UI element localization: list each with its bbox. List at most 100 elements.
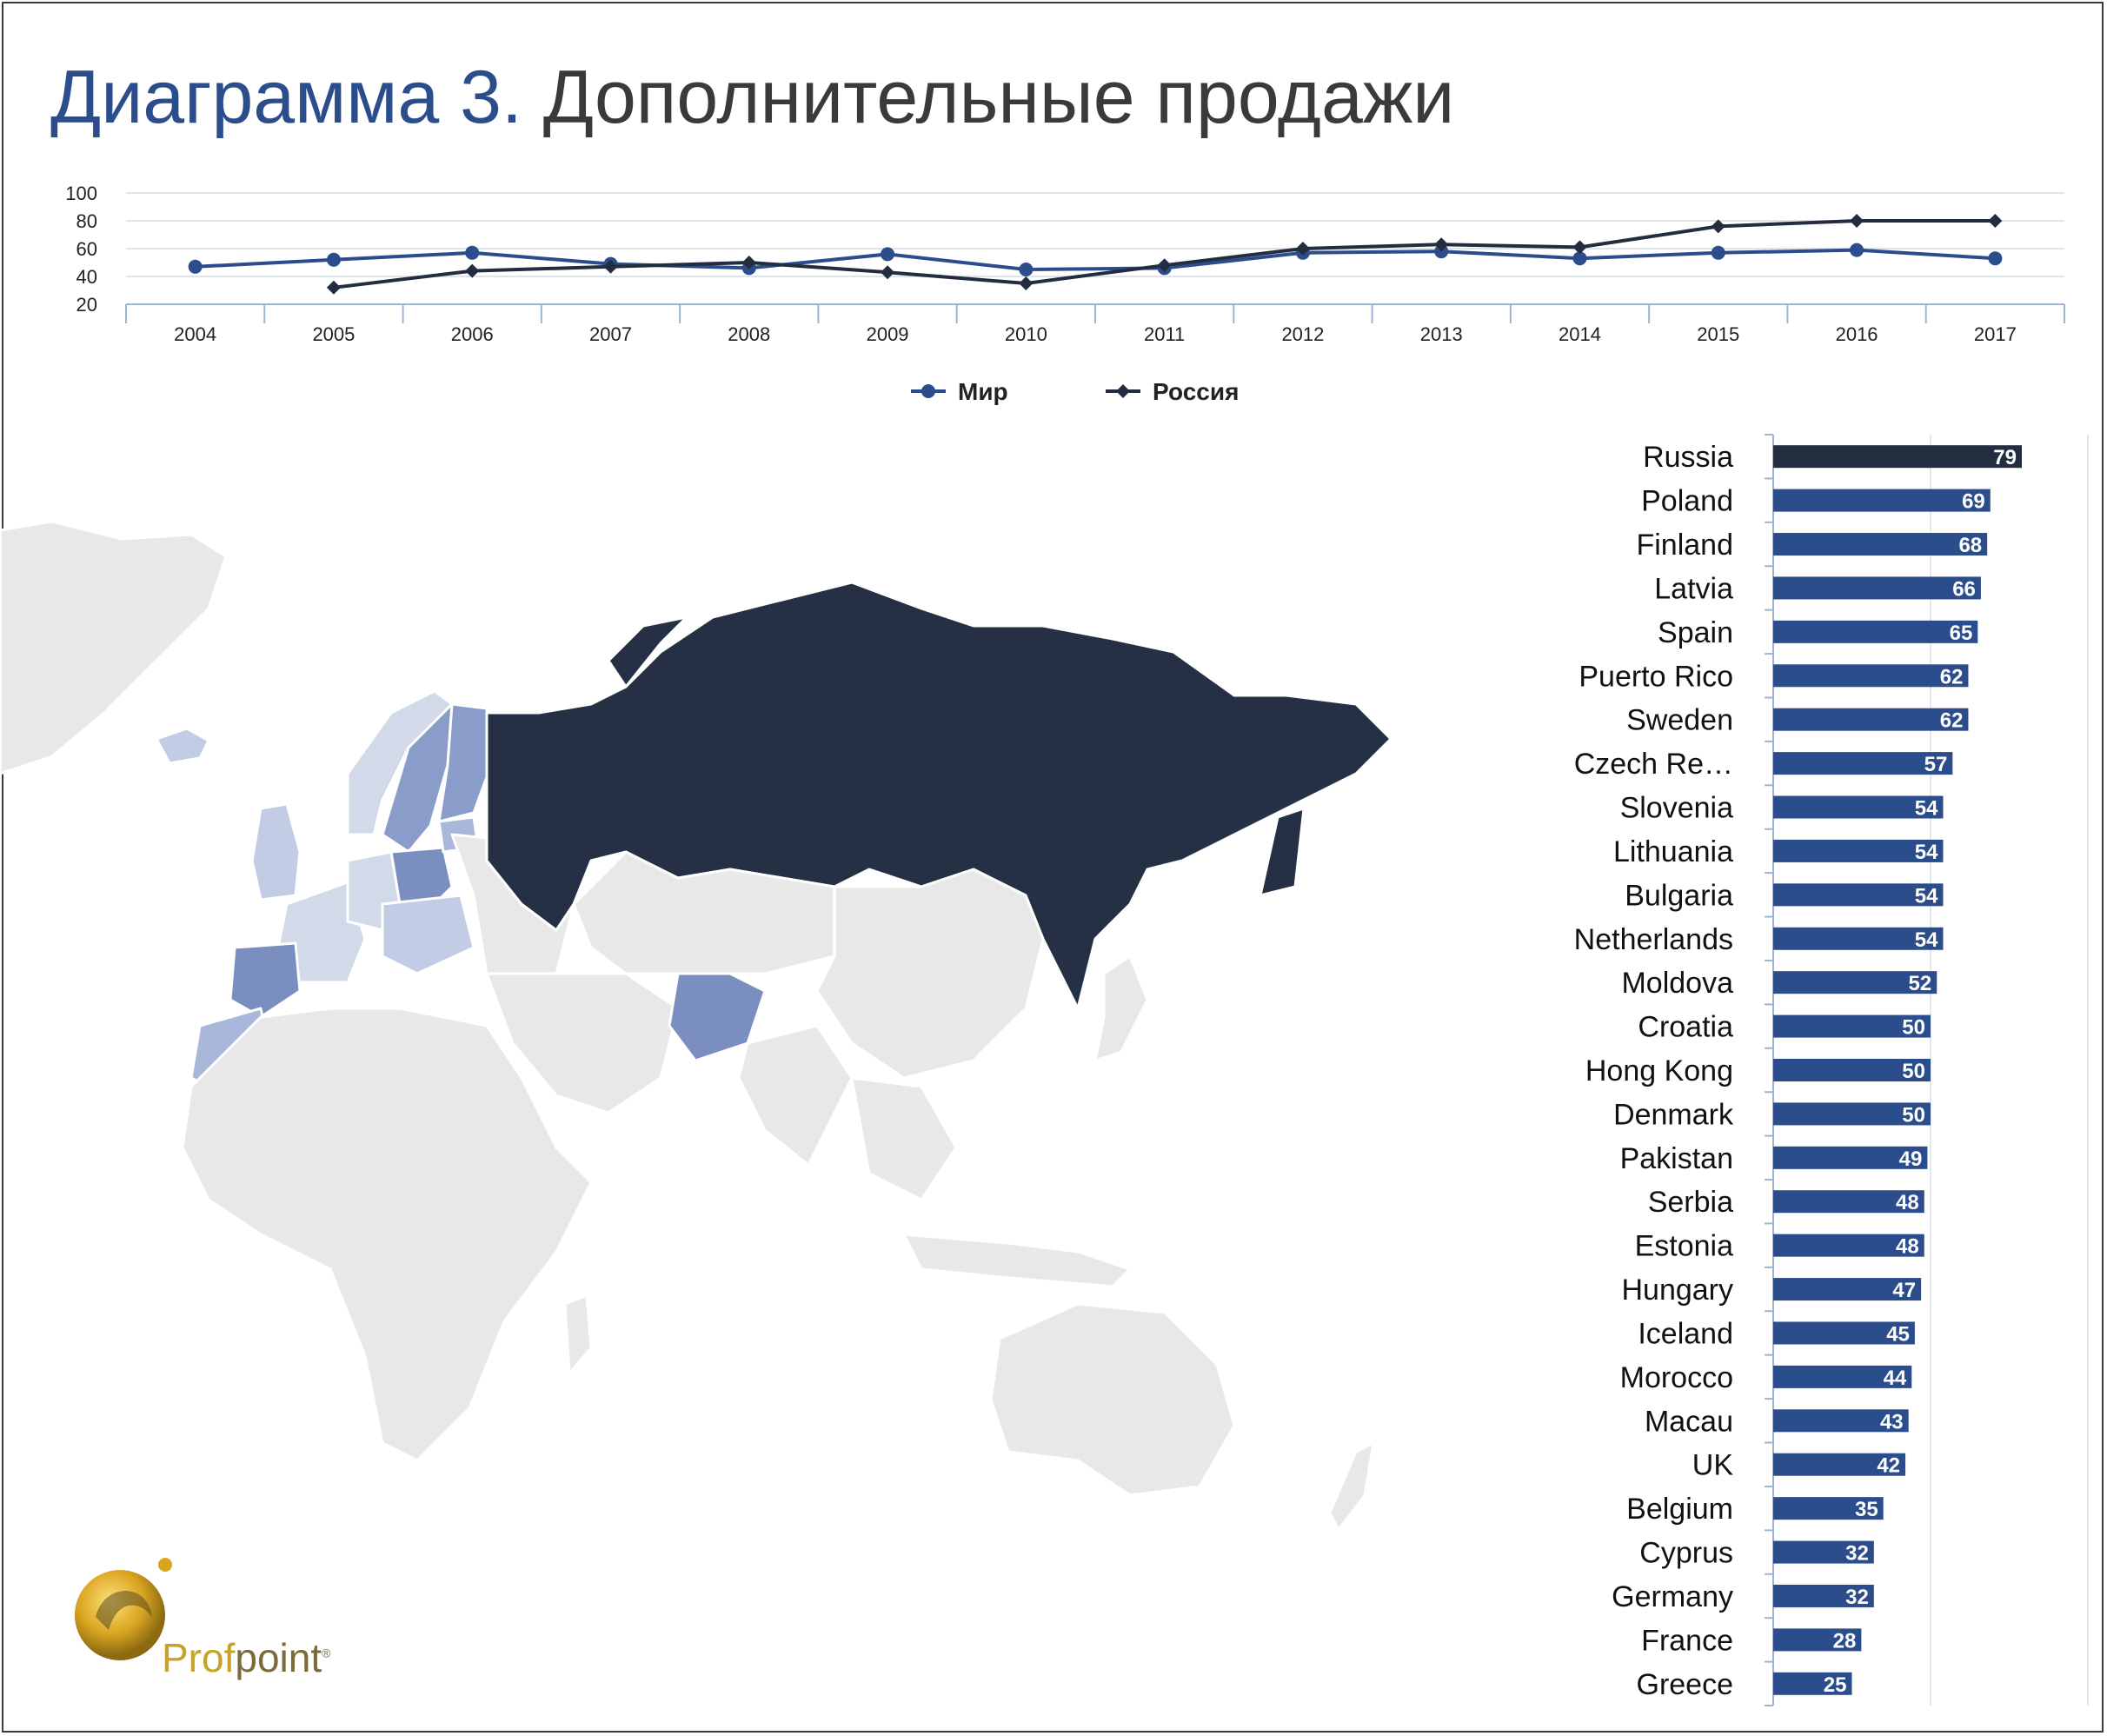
bar-category-label: UK <box>1692 1449 1734 1482</box>
map-japan <box>1093 954 1149 1062</box>
bar-value-label: 50 <box>1902 1016 1925 1040</box>
bar-chart-categories: Russia Poland Finland Latvia Spain Puerto Ric… <box>1574 441 1734 1701</box>
bar-category-label: Cyprus <box>1639 1537 1733 1570</box>
line-point <box>1572 251 1587 266</box>
bar-category-label: Russia <box>1643 441 1733 474</box>
map-middle-east <box>485 972 680 1114</box>
bar-value-label: 25 <box>1824 1673 1847 1697</box>
title-text: Дополнительные продажи <box>542 56 1455 139</box>
bar-value-label: 43 <box>1880 1410 1904 1433</box>
bar <box>1773 708 1969 731</box>
line-point <box>1434 237 1449 252</box>
bar <box>1773 445 2022 469</box>
bar <box>1773 1497 1884 1520</box>
bar-category-label: Iceland <box>1638 1317 1733 1350</box>
line-chart-series <box>188 214 2003 295</box>
slide-title: Диаграмма 3. Дополнительные продажи <box>50 54 1454 141</box>
bar-value-label: 54 <box>1915 797 1938 821</box>
bar <box>1773 1628 1862 1652</box>
bar-category-label: Denmark <box>1613 1098 1734 1131</box>
logo-text-prof: Prof <box>162 1635 236 1680</box>
world-map <box>0 520 1392 1532</box>
bar <box>1773 1321 1915 1345</box>
line-x-tick-label: 2008 <box>728 323 770 345</box>
bar-category-label: France <box>1641 1624 1733 1657</box>
map-finland <box>437 702 493 823</box>
bar-value-label: 68 <box>1958 534 1982 557</box>
line-point <box>326 280 341 295</box>
line-point <box>603 259 618 274</box>
bar <box>1773 971 1938 994</box>
bar <box>1773 1278 1922 1301</box>
bar <box>1773 927 1944 950</box>
bar <box>1773 664 1969 688</box>
map-central-europe <box>381 894 475 975</box>
bar-value-label: 54 <box>1915 928 1938 952</box>
line-y-tick-label: 80 <box>76 210 97 232</box>
map-india <box>737 1024 854 1167</box>
bar-value-label: 32 <box>1845 1586 1869 1609</box>
profpoint-logo-icon <box>75 1558 172 1660</box>
line-point <box>465 263 480 278</box>
line-point <box>188 259 203 274</box>
bar <box>1773 1234 1924 1257</box>
line-point <box>1988 214 2003 228</box>
bar-category-label: Estonia <box>1635 1230 1733 1263</box>
bar <box>1773 1584 1874 1607</box>
line-y-tick-label: 100 <box>65 183 97 204</box>
line-point <box>1572 240 1587 255</box>
line-y-tick-label: 60 <box>76 238 97 260</box>
bar-category-label: Finland <box>1636 529 1733 562</box>
line-point <box>741 256 756 269</box>
legend-marker <box>921 384 935 398</box>
map-australia <box>989 1302 1236 1497</box>
line-x-tick-label: 2005 <box>312 323 355 345</box>
bar <box>1773 1540 1874 1564</box>
legend-label: Мир <box>958 378 1008 405</box>
line-point <box>1988 251 2003 266</box>
bar <box>1773 1102 1931 1126</box>
map-africa <box>181 1007 593 1462</box>
line-x-tick-label: 2012 <box>1281 323 1324 345</box>
bar-category-label: Hong Kong <box>1585 1054 1733 1087</box>
bar <box>1773 795 1944 819</box>
line-y-tick-label: 40 <box>76 266 97 288</box>
bar-value-label: 42 <box>1877 1454 1900 1478</box>
bar-value-label: 52 <box>1909 972 1932 995</box>
line-x-tick-label: 2014 <box>1559 323 1601 345</box>
map-uk <box>250 802 302 901</box>
bar-value-label: 50 <box>1902 1060 1925 1083</box>
line-x-tick-label: 2007 <box>589 323 632 345</box>
bar-value-label: 54 <box>1915 884 1938 908</box>
bar <box>1773 883 1944 907</box>
map-north-america <box>0 520 228 775</box>
map-indonesia <box>902 1233 1132 1288</box>
bar-category-label: Slovenia <box>1620 792 1734 825</box>
bar <box>1773 1190 1924 1214</box>
line-series-0 <box>195 248 1996 272</box>
bar <box>1773 1014 1931 1038</box>
bar-category-label: Poland <box>1641 485 1733 518</box>
bar-category-label: Croatia <box>1638 1011 1733 1044</box>
bar <box>1773 620 1978 643</box>
bar-category-label: Serbia <box>1648 1186 1733 1219</box>
map-sakhalin <box>1259 807 1306 897</box>
line-point <box>881 265 895 280</box>
bar-category-label: Macau <box>1645 1405 1733 1438</box>
title-number: Диаграмма 3. <box>50 56 522 139</box>
line-x-tick-label: 2011 <box>1144 323 1185 345</box>
bar <box>1773 1146 1928 1169</box>
bar-chart-bars <box>1773 445 2022 1695</box>
bar <box>1773 839 1944 862</box>
map-poland <box>389 846 454 906</box>
bar-category-label: Sweden <box>1626 704 1733 737</box>
bar-value-label: 62 <box>1940 665 1964 688</box>
line-point <box>1711 219 1725 234</box>
bar-category-label: Czech Re… <box>1574 748 1733 781</box>
bar <box>1773 1672 1852 1695</box>
line-x-tick-label: 2015 <box>1697 323 1739 345</box>
line-point <box>1295 242 1310 256</box>
bar-value-label: 44 <box>1884 1367 1907 1390</box>
line-x-tick-label: 2010 <box>1005 323 1047 345</box>
